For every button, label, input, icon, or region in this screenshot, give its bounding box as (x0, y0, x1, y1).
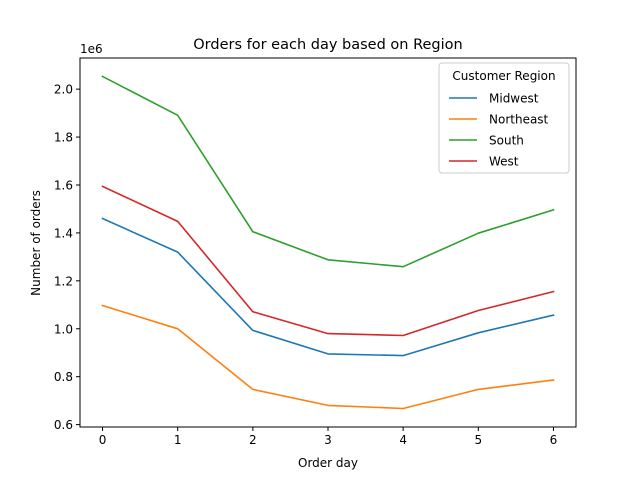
legend-label-midwest: Midwest (489, 92, 539, 106)
legend-label-west: West (489, 155, 519, 169)
legend: Customer Region Midwest Northeast South Wes… (438, 62, 570, 174)
legend-title: Customer Region (452, 69, 555, 83)
series-line-south (101, 75, 555, 268)
plot-area (101, 75, 555, 410)
y-axis-label: Number of orders (29, 190, 43, 296)
y-tick-label: 1.0 (54, 322, 73, 336)
y-tick-label: 1.8 (54, 131, 73, 145)
legend-box (438, 62, 570, 174)
series-line-midwest (101, 217, 555, 357)
x-tick-label: 6 (550, 433, 558, 447)
y-tick-label: 1.6 (54, 178, 73, 192)
legend-label-northeast: Northeast (489, 113, 549, 127)
series-line-northeast (101, 304, 555, 410)
x-axis-label: Order day (298, 456, 358, 470)
x-tick-label: 3 (324, 433, 332, 447)
x-tick-label: 2 (249, 433, 257, 447)
y-tick-label: 0.8 (54, 370, 73, 384)
chart-title: Orders for each day based on Region (193, 37, 462, 53)
y-tick-label: 0.6 (54, 418, 73, 432)
y-tick-label: 1.2 (54, 274, 73, 288)
legend-label-south: South (489, 134, 524, 148)
axes: 0 1 2 3 4 5 6 0.6 0.8 1.0 1.2 1.4 1.6 1.8 2.0 (54, 57, 577, 447)
x-tick-label: 1 (174, 433, 182, 447)
x-tick-label: 5 (474, 433, 482, 447)
y-offset-label: 1e6 (80, 42, 103, 56)
y-tick-label: 1.4 (54, 226, 73, 240)
series-line-west (101, 185, 555, 337)
x-tick-label: 0 (99, 433, 107, 447)
x-tick-label: 4 (399, 433, 407, 447)
y-tick-label: 2.0 (54, 83, 73, 97)
